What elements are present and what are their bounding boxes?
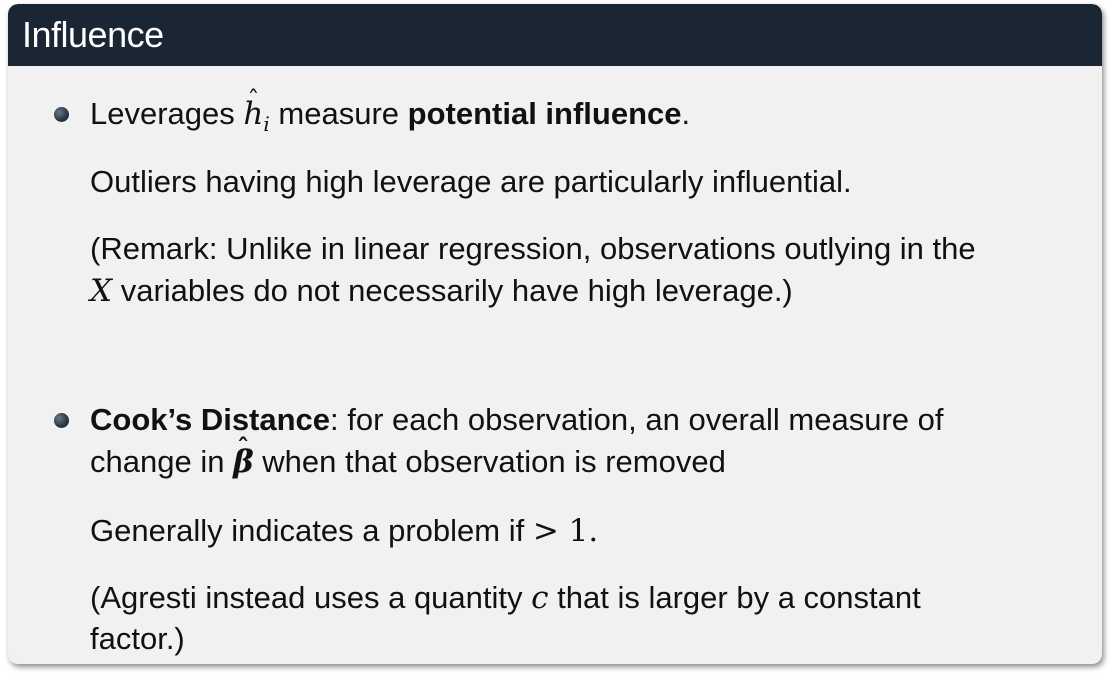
- c-symbol: c: [531, 580, 549, 616]
- bullet-1-suffix: .: [681, 96, 691, 131]
- bullet-2-line-4-prefix: (Agresti instead uses a quantity: [90, 580, 523, 615]
- threshold-math: > 1.: [532, 513, 599, 549]
- bullet-2-line-2-rest: when that observation is removed: [262, 444, 726, 479]
- bullet-2-line-2-prefix: change in: [90, 444, 225, 479]
- bullet-1-line-3: (Remark: Unlike in linear regression, ob…: [90, 231, 976, 266]
- slide: Influence Leverages ˆ hi measure potentia…: [8, 4, 1102, 664]
- hat-icon: ˆ: [247, 86, 260, 114]
- bullet-2-line-4: (Agresti instead uses a quantity c that …: [90, 577, 921, 619]
- bullet-1-middle: measure: [278, 96, 400, 131]
- bullet-2-bold: Cook’s Distance: [90, 402, 331, 437]
- x-symbol: X: [90, 273, 113, 309]
- bullet-1-line-2: Outliers having high leverage are partic…: [90, 164, 852, 199]
- bullet-2-line-3-prefix: Generally indicates a problem if: [90, 513, 525, 548]
- bullet-2-line-1: Cook’s Distance: for each observation, a…: [90, 399, 944, 441]
- slide-header: [8, 4, 1102, 66]
- hat-icon: ˆ: [237, 433, 250, 462]
- bullet-2-line-4-rest: that is larger by a constant: [557, 580, 921, 615]
- bullet-icon: [54, 107, 69, 122]
- bullet-1-bold: potential influence: [407, 96, 682, 131]
- bullet-2-rest: : for each observation, an overall measu…: [330, 402, 944, 437]
- bullet-1-line-1: Leverages ˆ hi measure potential influenc…: [90, 86, 691, 145]
- bullet-1-prefix: Leverages: [90, 96, 235, 131]
- bullet-2-line-5: factor.): [90, 621, 185, 656]
- bullet-2-line-3: Generally indicates a problem if > 1.: [90, 510, 598, 552]
- bullet-1-line-4-rest: variables do not necessarily have high l…: [120, 273, 793, 308]
- leverage-symbol: ˆ hi: [243, 86, 269, 145]
- bullet-icon: [54, 413, 69, 428]
- slide-title: Influence: [22, 14, 164, 55]
- bullet-1-line-4: X variables do not necessarily have high…: [90, 270, 793, 312]
